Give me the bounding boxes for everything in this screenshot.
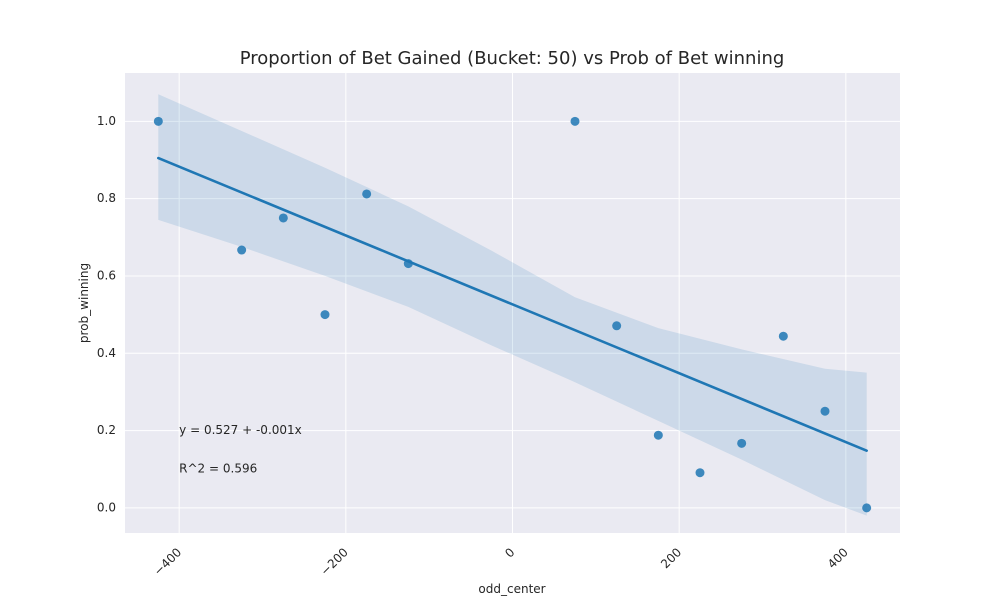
annotation-text: y = 0.527 + -0.001x (179, 423, 302, 437)
y-tick-label: 0.8 (97, 191, 116, 205)
scatter-point (320, 310, 330, 320)
y-tick-label: 0.4 (97, 346, 116, 360)
x-tick-label: 0 (502, 545, 517, 560)
scatter-point (570, 116, 580, 126)
scatter-point (737, 438, 747, 448)
x-tick-labels: −400 −200 0 200 400 (151, 545, 851, 578)
x-tick-label: −200 (318, 545, 351, 578)
regression-line-group (157, 156, 868, 452)
y-axis-label: prob_winning (77, 263, 91, 343)
chart-title: Proportion of Bet Gained (Bucket: 50) vs… (240, 48, 785, 69)
scatter-point (612, 321, 622, 331)
scatter-point (862, 503, 872, 513)
regression-line (157, 156, 868, 452)
scatter-points (153, 116, 872, 513)
annotation-text: R^2 = 0.596 (179, 462, 257, 476)
scatter-point (820, 406, 830, 416)
scatter-point (653, 430, 663, 440)
y-tick-label: 0.0 (97, 500, 116, 514)
y-tick-label: 0.2 (97, 423, 116, 437)
scatter-point (278, 213, 288, 223)
scatter-point (778, 331, 788, 341)
x-tick-label: −400 (151, 545, 184, 578)
x-axis-label: odd_center (478, 582, 545, 596)
scatter-point (362, 189, 372, 199)
x-tick-label: 200 (658, 545, 684, 571)
y-tick-label: 0.6 (97, 268, 116, 282)
annotations: y = 0.527 + -0.001x R^2 = 0.596 (179, 423, 302, 476)
y-tick-label: 1.0 (97, 114, 116, 128)
x-tick-label: 400 (825, 545, 851, 571)
scatter-point (403, 259, 413, 269)
scatter-point (237, 245, 247, 255)
scatter-point (695, 468, 705, 478)
y-tick-labels: 0.0 0.2 0.4 0.6 0.8 1.0 (97, 114, 116, 515)
scatter-point (153, 116, 163, 126)
